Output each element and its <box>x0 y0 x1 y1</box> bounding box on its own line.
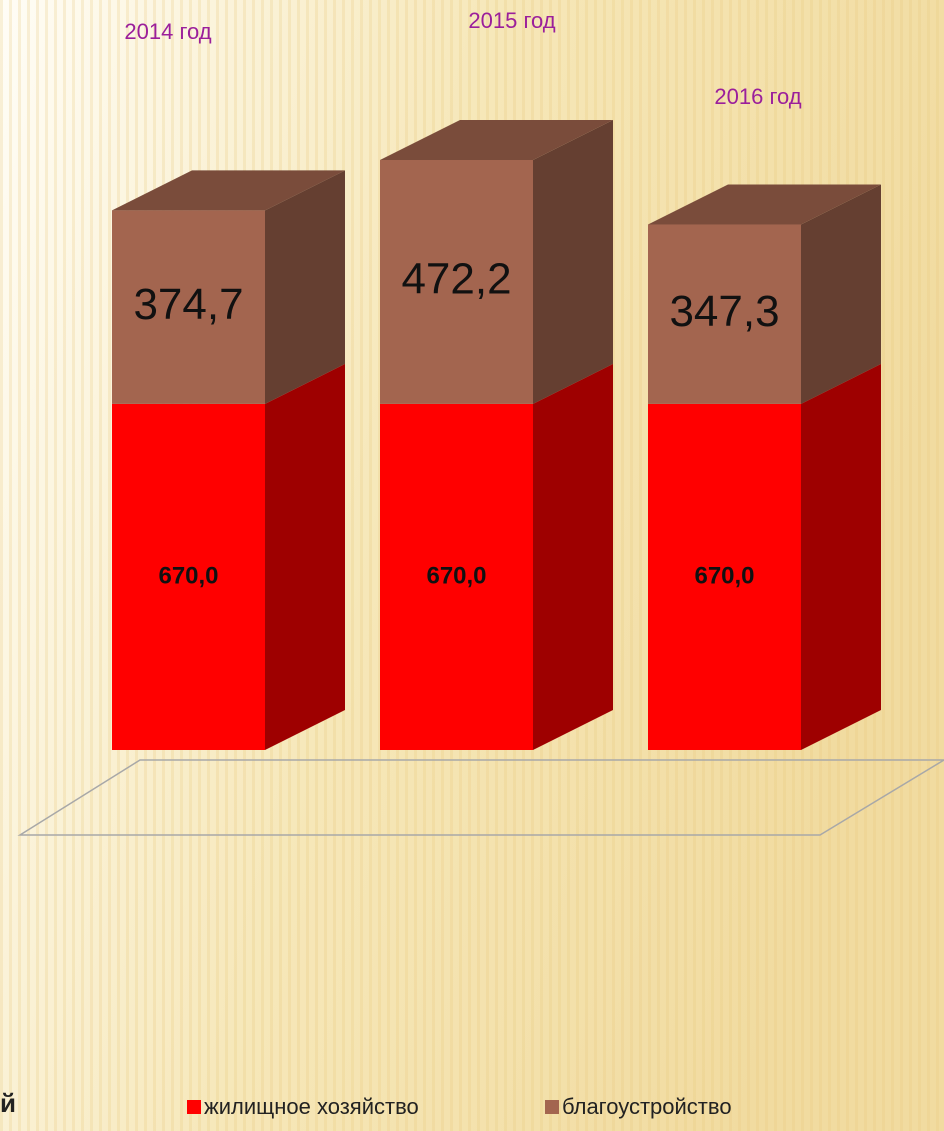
bar-front <box>648 403 801 750</box>
bar-side <box>533 120 613 404</box>
data-label: 374,7 <box>133 280 243 329</box>
bar-side <box>265 363 345 750</box>
legend-label: благоустройство <box>562 1094 732 1119</box>
bar-side <box>801 184 881 404</box>
bar-top <box>648 184 881 225</box>
bar-front <box>648 224 801 404</box>
floor <box>17 759 944 836</box>
data-label: 670,0 <box>158 562 218 589</box>
data-label: 472,2 <box>401 255 511 304</box>
legend-swatch <box>545 1100 559 1114</box>
data-label: 347,3 <box>669 287 779 336</box>
bar-top <box>380 120 613 160</box>
bar-side <box>801 363 881 750</box>
legend-label: жилищное хозяйство <box>204 1094 419 1119</box>
bar-front <box>380 403 533 750</box>
category-label: 2016 год <box>714 84 801 109</box>
bar-side <box>533 363 613 750</box>
bar-front <box>112 403 265 750</box>
annotation: й <box>0 1088 16 1118</box>
bar-front <box>380 160 533 404</box>
bar-front <box>112 210 265 404</box>
bar-top <box>112 170 345 211</box>
category-label: 2015 год <box>468 8 555 33</box>
data-label: 670,0 <box>694 562 754 589</box>
bar-side <box>265 170 345 404</box>
legend-swatch <box>187 1100 201 1114</box>
category-label: 2014 год <box>124 19 211 44</box>
data-label: 670,0 <box>426 562 486 589</box>
